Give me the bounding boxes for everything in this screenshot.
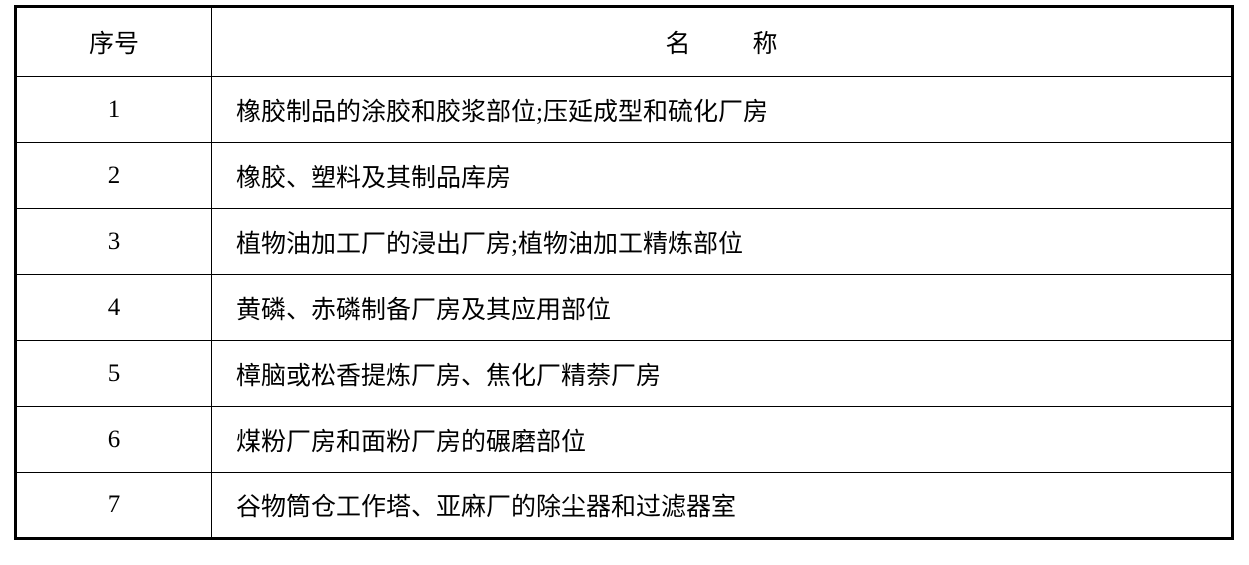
cell-num: 2 [16, 143, 212, 209]
cell-num: 5 [16, 341, 212, 407]
table-row: 3 植物油加工厂的浸出厂房;植物油加工精炼部位 [16, 209, 1233, 275]
cell-name: 樟脑或松香提炼厂房、焦化厂精萘厂房 [212, 341, 1233, 407]
cell-name: 黄磷、赤磷制备厂房及其应用部位 [212, 275, 1233, 341]
cell-name: 谷物筒仓工作塔、亚麻厂的除尘器和过滤器室 [212, 473, 1233, 539]
cell-num: 1 [16, 77, 212, 143]
table-container: 序号 名称 1 橡胶制品的涂胶和胶浆部位;压延成型和硫化厂房 2 橡胶、塑料及其… [14, 5, 1234, 540]
table-row: 4 黄磷、赤磷制备厂房及其应用部位 [16, 275, 1233, 341]
header-name: 名称 [212, 7, 1233, 77]
cell-num: 4 [16, 275, 212, 341]
cell-name: 煤粉厂房和面粉厂房的碾磨部位 [212, 407, 1233, 473]
cell-num: 7 [16, 473, 212, 539]
cell-name: 橡胶制品的涂胶和胶浆部位;压延成型和硫化厂房 [212, 77, 1233, 143]
header-name-char1: 名 [665, 31, 752, 58]
header-num: 序号 [16, 7, 212, 77]
table-row: 2 橡胶、塑料及其制品库房 [16, 143, 1233, 209]
table-row: 7 谷物筒仓工作塔、亚麻厂的除尘器和过滤器室 [16, 473, 1233, 539]
table-row: 6 煤粉厂房和面粉厂房的碾磨部位 [16, 407, 1233, 473]
cell-num: 6 [16, 407, 212, 473]
table-row: 5 樟脑或松香提炼厂房、焦化厂精萘厂房 [16, 341, 1233, 407]
cell-name: 植物油加工厂的浸出厂房;植物油加工精炼部位 [212, 209, 1233, 275]
table-header-row: 序号 名称 [16, 7, 1233, 77]
data-table: 序号 名称 1 橡胶制品的涂胶和胶浆部位;压延成型和硫化厂房 2 橡胶、塑料及其… [14, 5, 1234, 540]
cell-name: 橡胶、塑料及其制品库房 [212, 143, 1233, 209]
table-row: 1 橡胶制品的涂胶和胶浆部位;压延成型和硫化厂房 [16, 77, 1233, 143]
cell-num: 3 [16, 209, 212, 275]
header-name-char2: 称 [753, 31, 778, 58]
